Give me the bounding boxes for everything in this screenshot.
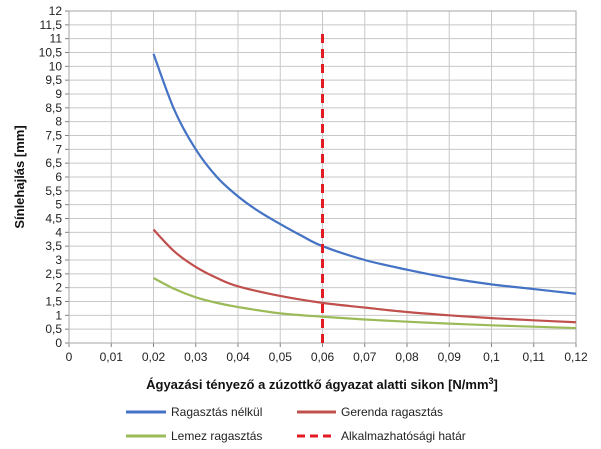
y-tick-label: 0 (55, 336, 62, 350)
y-tick-label: 11 (50, 32, 63, 46)
y-tick-label: 1,5 (45, 295, 62, 309)
y-tick-label: 12 (49, 4, 63, 18)
y-tick-label: 6,5 (45, 156, 62, 170)
series-line-1 (152, 228, 577, 324)
x-tick-label: 0,1 (483, 350, 500, 364)
y-tick-label: 5 (55, 198, 62, 212)
y-tick-label: 4 (55, 225, 62, 239)
x-tick-label: 0,01 (100, 350, 124, 364)
y-tick-label: 0,5 (45, 322, 62, 336)
legend: Ragasztás nélkül Gerenda ragasztás Lemez… (126, 405, 466, 443)
x-axis-title-suffix: ] (494, 377, 498, 392)
x-tick-labels: 0 0,01 0,02 0,03 0,04 0,05 0,06 0,07 0,08 0,09 0,1… (66, 350, 588, 364)
y-tick-label: 6 (55, 170, 62, 184)
x-tick-label: 0,11 (523, 350, 546, 364)
y-tick-label: 8 (55, 115, 62, 129)
x-tick-label: 0,12 (564, 350, 588, 364)
y-tick-label: 9 (55, 87, 62, 101)
series-line-0 (152, 53, 577, 295)
y-tick-label: 9,5 (45, 73, 62, 87)
y-tick-label: 3,5 (45, 239, 62, 253)
y-tick-label: 3 (55, 253, 62, 267)
series-line-2 (152, 277, 577, 330)
x-axis-title-main: Ágyazási tényező a zúzottkő ágyazat alat… (146, 377, 488, 392)
y-tick-label: 7 (55, 142, 62, 156)
x-axis-title: Ágyazási tényező a zúzottkő ágyazat alat… (146, 376, 498, 392)
x-tick-label: 0,06 (311, 350, 335, 364)
y-tick-label: 2 (55, 281, 62, 295)
y-tick-labels: 00,511,522,533,544,555,566,577,588,599,5… (39, 4, 63, 350)
y-tick-label: 8,5 (45, 101, 62, 115)
y-tick-label: 5,5 (45, 184, 62, 198)
y-tick-label: 10,5 (39, 46, 63, 60)
x-axis-title-superscript: 3 (489, 376, 494, 386)
legend-label-2: Lemez ragasztás (171, 429, 262, 443)
y-axis-title: Sínlehajlás [mm] (12, 125, 27, 228)
y-tick-label: 2,5 (45, 267, 62, 281)
x-tick-label: 0,09 (438, 350, 462, 364)
x-tick-label: 0,08 (395, 350, 419, 364)
legend-item-1: Gerenda ragasztás (297, 405, 443, 419)
series-lines (152, 30, 577, 343)
y-tick-label: 10 (49, 59, 63, 73)
legend-label-3: Alkalmazhatósági határ (341, 429, 466, 443)
x-tick-label: 0,05 (269, 350, 293, 364)
y-tick-label: 7,5 (45, 129, 62, 143)
x-tick-label: 0 (66, 350, 73, 364)
x-tick-label: 0,03 (184, 350, 208, 364)
legend-item-2: Lemez ragasztás (126, 429, 262, 443)
x-tick-label: 0,04 (226, 350, 250, 364)
legend-label-0: Ragasztás nélkül (171, 405, 262, 419)
y-tick-label: 1 (55, 308, 62, 322)
legend-item-0: Ragasztás nélkül (126, 405, 262, 419)
legend-label-1: Gerenda ragasztás (341, 405, 443, 419)
x-tick-label: 0,02 (142, 350, 166, 364)
y-tick-label: 11,5 (40, 18, 63, 32)
x-tick-label: 0,07 (353, 350, 377, 364)
legend-item-3: Alkalmazhatósági határ (297, 429, 466, 443)
y-tick-label: 4,5 (45, 212, 62, 226)
